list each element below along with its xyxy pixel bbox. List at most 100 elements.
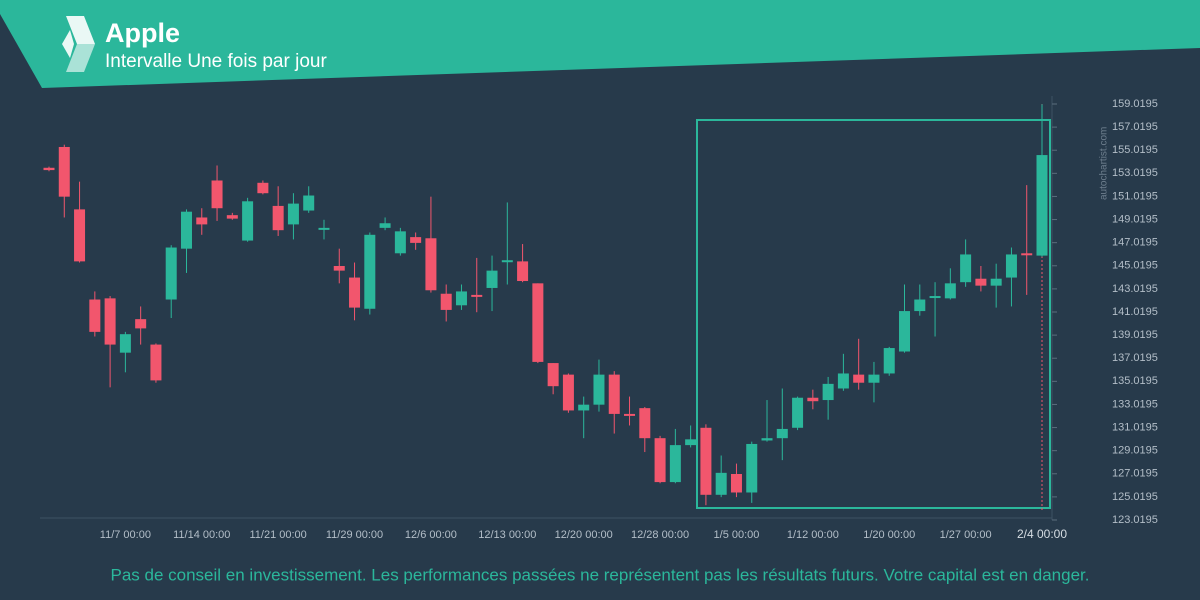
y-tick-label: 135.0195 bbox=[1112, 375, 1158, 387]
candle-body bbox=[1005, 254, 1017, 278]
candle-body bbox=[410, 237, 422, 243]
candle-body bbox=[914, 299, 926, 312]
y-tick-label: 145.0195 bbox=[1112, 260, 1158, 272]
candle-body bbox=[74, 209, 86, 262]
x-tick-label: 12/28 00:00 bbox=[631, 529, 689, 541]
candle-body bbox=[990, 278, 1002, 286]
candle-body bbox=[455, 291, 467, 306]
y-tick-label: 151.0195 bbox=[1112, 190, 1158, 202]
y-tick-label: 127.0195 bbox=[1112, 468, 1158, 480]
candle-body bbox=[226, 215, 238, 219]
candle-body bbox=[135, 319, 147, 329]
candle-body bbox=[730, 474, 742, 493]
y-tick-label: 155.0195 bbox=[1112, 144, 1158, 156]
y-tick-label: 123.0195 bbox=[1112, 514, 1158, 526]
x-tick-label: 11/29 00:00 bbox=[326, 529, 383, 541]
logo bbox=[62, 16, 95, 72]
candle-body bbox=[608, 374, 620, 414]
candle-body bbox=[532, 283, 544, 362]
candle-body bbox=[89, 299, 101, 332]
candle-body bbox=[379, 223, 391, 228]
candle-body bbox=[960, 254, 972, 283]
candle-body bbox=[899, 311, 911, 352]
x-tick-label: 11/21 00:00 bbox=[250, 529, 307, 541]
pattern-box bbox=[696, 119, 1051, 509]
candle-body bbox=[242, 201, 254, 241]
y-tick-label: 143.0195 bbox=[1112, 283, 1158, 295]
candle-body bbox=[868, 374, 880, 383]
candle-body bbox=[104, 298, 116, 345]
candle-body bbox=[318, 227, 330, 230]
x-tick-label: 1/5 00:00 bbox=[714, 529, 760, 541]
candle-body bbox=[287, 203, 299, 225]
candle-body bbox=[807, 397, 819, 402]
candle-body bbox=[349, 277, 361, 308]
candle-body bbox=[547, 363, 559, 387]
candle-body bbox=[669, 445, 681, 483]
y-tick-label: 137.0195 bbox=[1112, 352, 1158, 364]
x-tick-label: 12/20 00:00 bbox=[555, 529, 613, 541]
x-tick-label: 1/27 00:00 bbox=[940, 529, 992, 541]
candle-body bbox=[837, 373, 849, 389]
candle-body bbox=[517, 261, 529, 282]
x-tick-label: 1/20 00:00 bbox=[863, 529, 915, 541]
candle-body bbox=[364, 234, 376, 309]
candle-body bbox=[761, 438, 773, 441]
candle-body bbox=[303, 195, 315, 211]
candle-body bbox=[639, 408, 651, 439]
y-tick-label: 129.0195 bbox=[1112, 445, 1158, 457]
candle-body bbox=[58, 146, 70, 197]
candle-body bbox=[257, 182, 269, 194]
y-tick-label: 157.0195 bbox=[1112, 121, 1158, 133]
y-tick-label: 149.0195 bbox=[1112, 213, 1158, 225]
candle-body bbox=[272, 205, 284, 231]
watermark: autochartist.com bbox=[1099, 127, 1110, 200]
subtitle: Intervalle Une fois par jour bbox=[105, 51, 327, 72]
header-banner bbox=[0, 0, 1200, 88]
candle-body bbox=[486, 270, 498, 288]
x-tick-label: 11/7 00:00 bbox=[100, 529, 151, 541]
candle-body bbox=[196, 217, 208, 225]
candle-body bbox=[792, 397, 804, 428]
candle-body bbox=[685, 439, 697, 446]
x-tick-label: 1/12 00:00 bbox=[787, 529, 839, 541]
candle-body bbox=[394, 231, 406, 254]
candle-body bbox=[578, 404, 590, 411]
candle-body bbox=[180, 211, 192, 249]
y-tick-label: 159.0195 bbox=[1112, 98, 1158, 110]
y-tick-label: 131.0195 bbox=[1112, 421, 1158, 433]
candle-body bbox=[501, 260, 513, 263]
candle-body bbox=[150, 344, 162, 381]
candle-body bbox=[211, 180, 223, 209]
candle-body bbox=[700, 427, 712, 495]
candle-body bbox=[471, 294, 483, 297]
candle-body bbox=[425, 238, 437, 291]
candle-body bbox=[944, 283, 956, 299]
candle-body bbox=[822, 383, 834, 401]
y-tick-label: 141.0195 bbox=[1112, 306, 1158, 318]
y-tick-label: 139.0195 bbox=[1112, 329, 1158, 341]
y-tick-label: 133.0195 bbox=[1112, 398, 1158, 410]
candle-body bbox=[43, 167, 55, 171]
candle-body bbox=[1036, 155, 1048, 256]
candle-body bbox=[593, 374, 605, 405]
title: Apple bbox=[105, 18, 180, 48]
candle-body bbox=[562, 374, 574, 411]
candle-body bbox=[776, 428, 788, 439]
candle-body bbox=[165, 247, 177, 300]
candle-body bbox=[975, 278, 987, 286]
y-tick-label: 153.0195 bbox=[1112, 167, 1158, 179]
x-tick-label: 11/14 00:00 bbox=[173, 529, 230, 541]
candle-body bbox=[1021, 253, 1033, 256]
candle-body bbox=[746, 443, 758, 493]
candle-body bbox=[929, 296, 941, 299]
x-tick-label: 12/6 00:00 bbox=[405, 529, 457, 541]
candle-body bbox=[883, 348, 895, 374]
disclaimer: Pas de conseil en investissement. Les pe… bbox=[111, 565, 1090, 584]
x-tick-label: 2/4 00:00 bbox=[1017, 527, 1067, 541]
candle-body bbox=[853, 374, 865, 383]
candle-body bbox=[440, 293, 452, 310]
candle-body bbox=[624, 413, 636, 416]
y-tick-label: 147.0195 bbox=[1112, 237, 1158, 249]
